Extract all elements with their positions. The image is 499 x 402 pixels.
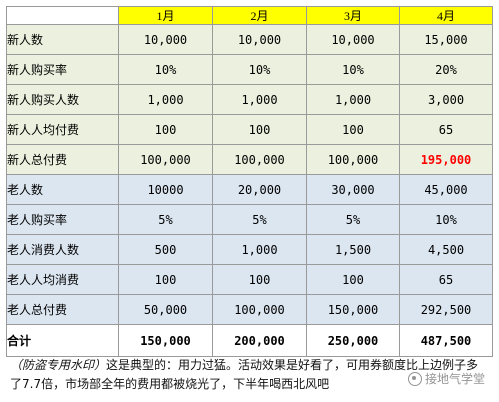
table-cell: 15,000 bbox=[399, 24, 493, 55]
table-cell: 10% bbox=[306, 54, 400, 85]
table-cell: 50,000 bbox=[118, 294, 213, 325]
table-cell: 1,000 bbox=[212, 234, 307, 265]
table-cell: 20,000 bbox=[212, 174, 307, 205]
table-row-old-total-spend: 老人总付费 50,000 100,000 150,000 292,500 bbox=[6, 294, 493, 325]
header-corner-cell bbox=[6, 6, 119, 25]
table-cell: 10% bbox=[118, 54, 213, 85]
table-cell: 5% bbox=[118, 204, 213, 235]
table-cell: 100 bbox=[212, 114, 307, 145]
row-label: 新人数 bbox=[6, 24, 119, 55]
table-cell: 20% bbox=[399, 54, 493, 85]
total-cell: 250,000 bbox=[306, 324, 400, 357]
table-cell: 3,000 bbox=[399, 84, 493, 115]
table-cell: 1,500 bbox=[306, 234, 400, 265]
table-cell: 150,000 bbox=[306, 294, 400, 325]
table-cell: 100 bbox=[306, 264, 400, 295]
row-label: 老人总付费 bbox=[6, 294, 119, 325]
table-cell: 10000 bbox=[118, 174, 213, 205]
table-cell: 4,500 bbox=[399, 234, 493, 265]
table-cell: 10,000 bbox=[212, 24, 307, 55]
header-month-3: 3月 bbox=[306, 6, 400, 25]
table-row-new-buyers: 新人购买人数 1,000 1,000 1,000 3,000 bbox=[6, 84, 493, 115]
table-cell: 100,000 bbox=[212, 144, 307, 175]
table-cell: 1,000 bbox=[212, 84, 307, 115]
caption-note: （防盗专用水印） bbox=[10, 358, 107, 372]
row-label: 新人购买人数 bbox=[6, 84, 119, 115]
data-table: 1月 2月 3月 4月 新人数 10,000 10,000 10,000 15,… bbox=[6, 6, 493, 357]
row-label: 新人购买率 bbox=[6, 54, 119, 85]
table-cell: 10% bbox=[399, 204, 493, 235]
table-row-old-users: 老人数 10000 20,000 30,000 45,000 bbox=[6, 174, 493, 205]
row-label: 新人人均付费 bbox=[6, 114, 119, 145]
table-row-new-total-spend: 新人总付费 100,000 100,000 100,000 195,000 bbox=[6, 144, 493, 175]
caption-text: 这是典型的：用力过猛。活动效果是好看了，可用券额度比上边例子多了7.7倍，市场部… bbox=[10, 358, 479, 391]
table-cell: 45,000 bbox=[399, 174, 493, 205]
highlighted-cell: 195,000 bbox=[399, 144, 493, 175]
watermark-text: 接地气学堂 bbox=[425, 372, 486, 386]
table-cell: 500 bbox=[118, 234, 213, 265]
table-cell: 100,000 bbox=[118, 144, 213, 175]
caption-paragraph: （防盗专用水印）这是典型的：用力过猛。活动效果是好看了，可用券额度比上边例子多了… bbox=[10, 356, 490, 394]
table-cell: 100,000 bbox=[306, 144, 400, 175]
table-cell: 1,000 bbox=[306, 84, 400, 115]
table-row-new-avg-spend: 新人人均付费 100 100 100 65 bbox=[6, 114, 493, 145]
table-cell: 10% bbox=[212, 54, 307, 85]
table-cell: 100 bbox=[212, 264, 307, 295]
table-cell: 100 bbox=[118, 264, 213, 295]
total-cell: 150,000 bbox=[118, 324, 213, 357]
header-row: 1月 2月 3月 4月 bbox=[6, 6, 493, 25]
table-cell: 10,000 bbox=[118, 24, 213, 55]
header-month-2: 2月 bbox=[212, 6, 307, 25]
table-cell: 292,500 bbox=[399, 294, 493, 325]
row-label: 老人购买率 bbox=[6, 204, 119, 235]
watermark: 接地气学堂 bbox=[408, 370, 485, 387]
table-cell: 65 bbox=[399, 114, 493, 145]
table-cell: 5% bbox=[306, 204, 400, 235]
total-label: 合计 bbox=[6, 324, 119, 357]
table-cell: 100 bbox=[118, 114, 213, 145]
table-cell: 65 bbox=[399, 264, 493, 295]
wechat-icon bbox=[408, 371, 422, 386]
table-cell: 5% bbox=[212, 204, 307, 235]
table-cell: 1,000 bbox=[118, 84, 213, 115]
row-label: 老人人均消费 bbox=[6, 264, 119, 295]
total-cell: 200,000 bbox=[212, 324, 307, 357]
table-row-new-purchase-rate: 新人购买率 10% 10% 10% 20% bbox=[6, 54, 493, 85]
row-label: 老人消费人数 bbox=[6, 234, 119, 265]
table-cell: 100 bbox=[306, 114, 400, 145]
table-cell: 10,000 bbox=[306, 24, 400, 55]
header-month-4: 4月 bbox=[399, 6, 493, 25]
row-label: 新人总付费 bbox=[6, 144, 119, 175]
header-month-1: 1月 bbox=[118, 6, 213, 25]
table-row-new-users: 新人数 10,000 10,000 10,000 15,000 bbox=[6, 24, 493, 55]
table-cell: 30,000 bbox=[306, 174, 400, 205]
table-row-old-avg-spend: 老人人均消费 100 100 100 65 bbox=[6, 264, 493, 295]
table-row-old-purchase-rate: 老人购买率 5% 5% 5% 10% bbox=[6, 204, 493, 235]
table-row-total: 合计 150,000 200,000 250,000 487,500 bbox=[6, 324, 493, 357]
table-row-old-buyers: 老人消费人数 500 1,000 1,500 4,500 bbox=[6, 234, 493, 265]
table-cell: 100,000 bbox=[212, 294, 307, 325]
total-cell: 487,500 bbox=[399, 324, 493, 357]
spreadsheet: 1月 2月 3月 4月 新人数 10,000 10,000 10,000 15,… bbox=[6, 6, 493, 357]
row-label: 老人数 bbox=[6, 174, 119, 205]
